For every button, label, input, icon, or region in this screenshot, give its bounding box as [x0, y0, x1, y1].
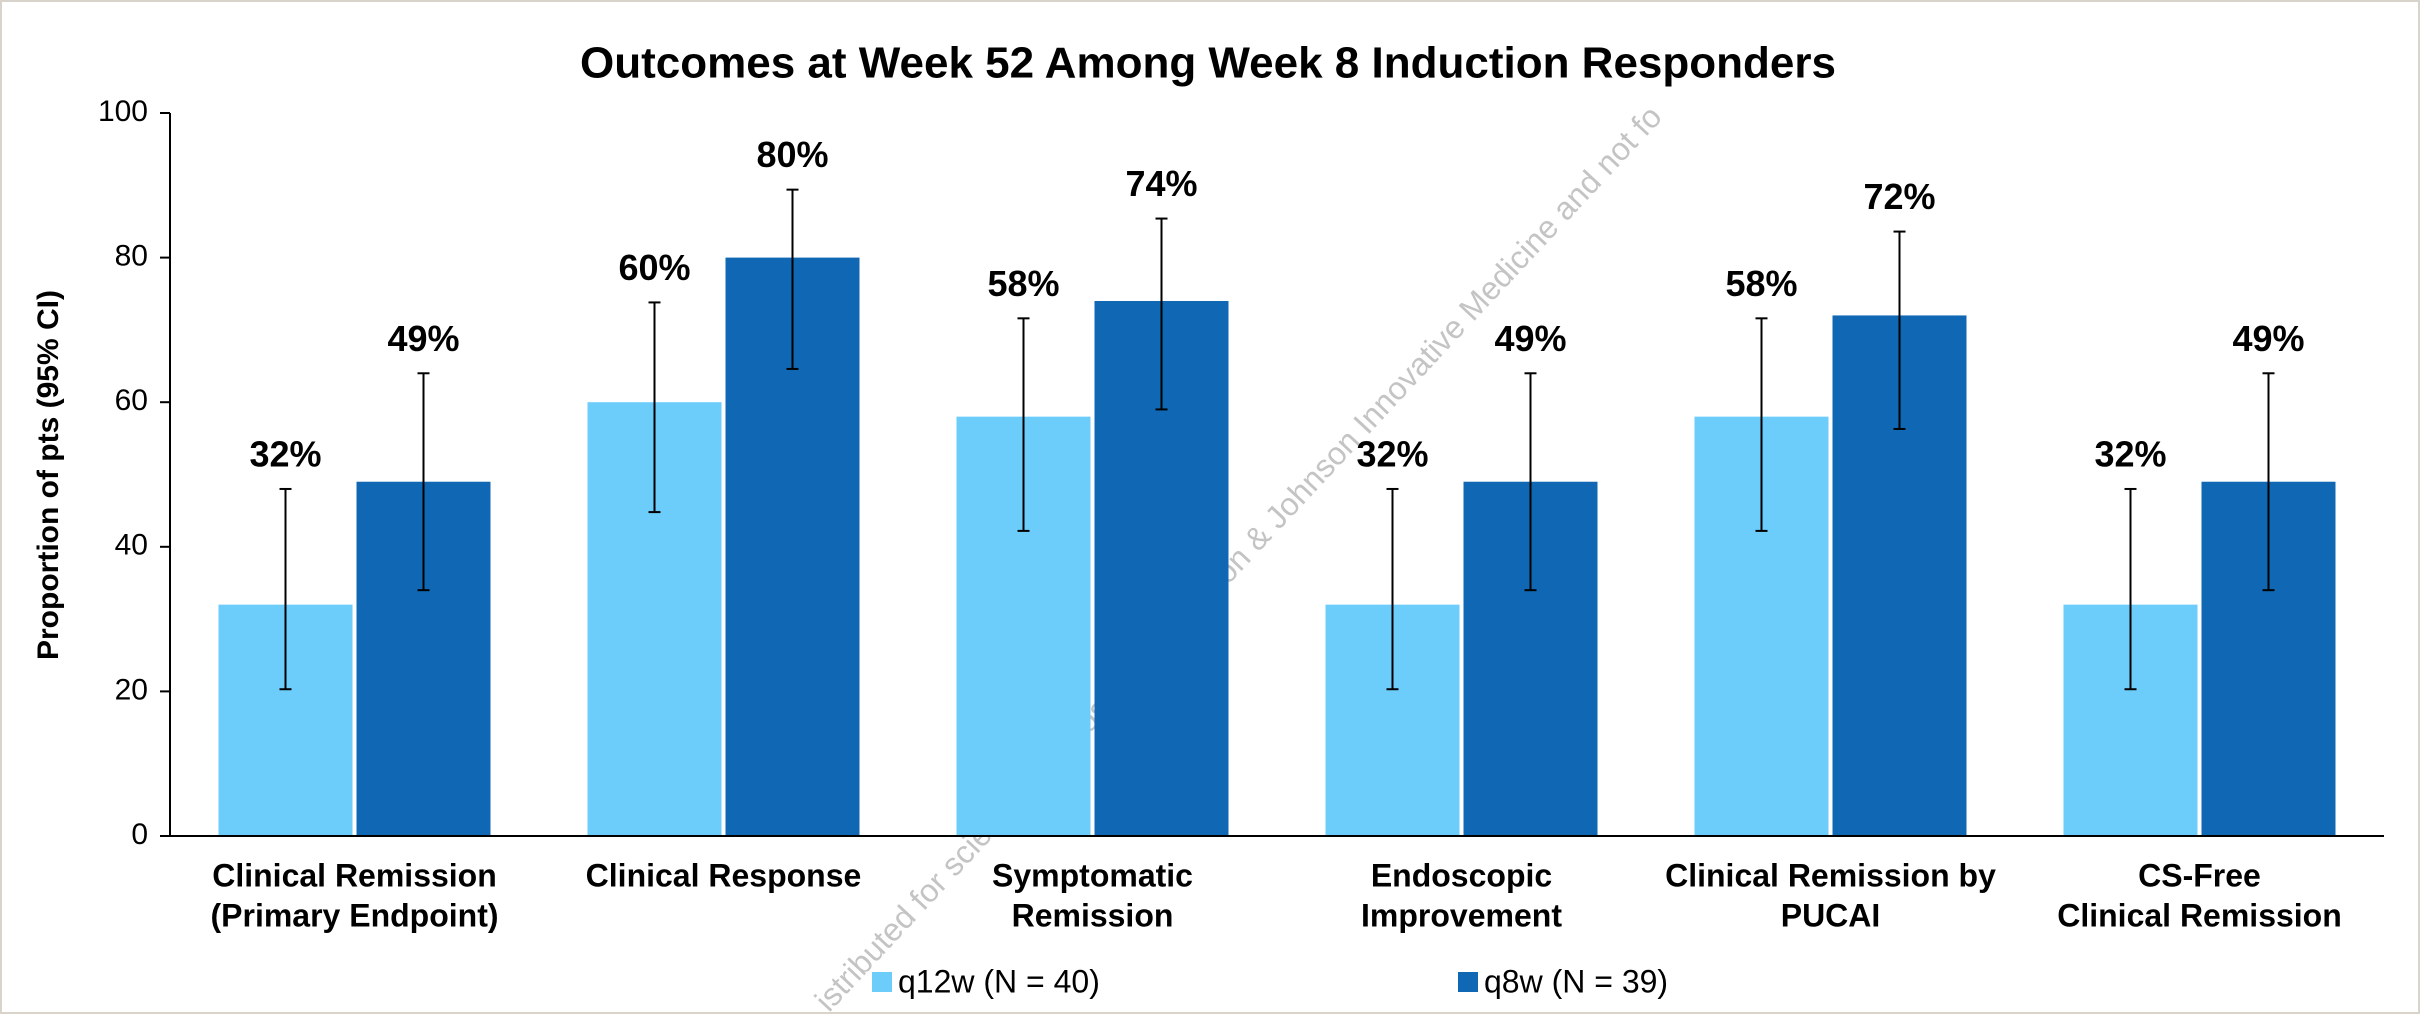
x-tick-label: Clinical Remission by — [1665, 857, 1996, 893]
data-label: 80% — [756, 134, 828, 175]
x-tick-label: Remission — [1012, 897, 1174, 933]
data-label: 49% — [1494, 318, 1566, 359]
data-label: 32% — [2094, 433, 2166, 474]
x-tick-label: Clinical Remission — [212, 857, 497, 893]
y-tick-label: 80 — [115, 240, 148, 273]
legend-label: q8w (N = 39) — [1484, 963, 1668, 999]
data-label: 72% — [1863, 176, 1935, 217]
chart-title: Outcomes at Week 52 Among Week 8 Inducti… — [580, 39, 1836, 88]
data-label: 49% — [387, 318, 459, 359]
x-tick-label: PUCAI — [1781, 897, 1881, 933]
x-tick-label: Symptomatic — [992, 857, 1193, 893]
data-label: 58% — [1725, 263, 1797, 304]
y-tick-label: 0 — [131, 818, 148, 851]
legend-swatch — [872, 972, 892, 992]
data-label: 49% — [2232, 318, 2304, 359]
x-tick-label: (Primary Endpoint) — [210, 897, 498, 933]
y-tick-label: 60 — [115, 384, 148, 417]
data-label: 74% — [1125, 163, 1197, 204]
data-label: 60% — [618, 247, 690, 288]
x-tick-label: Clinical Response — [586, 857, 862, 893]
y-tick-label: 100 — [98, 95, 148, 128]
y-tick-label: 20 — [115, 673, 148, 706]
y-tick-label: 40 — [115, 529, 148, 562]
y-axis-label: Proportion of pts (95% CI) — [32, 290, 65, 660]
data-label: 32% — [1356, 433, 1428, 474]
legend-swatch — [1458, 972, 1478, 992]
legend-label: q12w (N = 40) — [898, 963, 1100, 999]
x-tick-label: Clinical Remission — [2057, 897, 2342, 933]
x-tick-label: CS-Free — [2138, 857, 2261, 893]
x-tick-label: Endoscopic — [1371, 857, 1552, 893]
x-tick-label: Improvement — [1361, 897, 1562, 933]
data-label: 58% — [987, 263, 1059, 304]
data-label: 32% — [249, 433, 321, 474]
